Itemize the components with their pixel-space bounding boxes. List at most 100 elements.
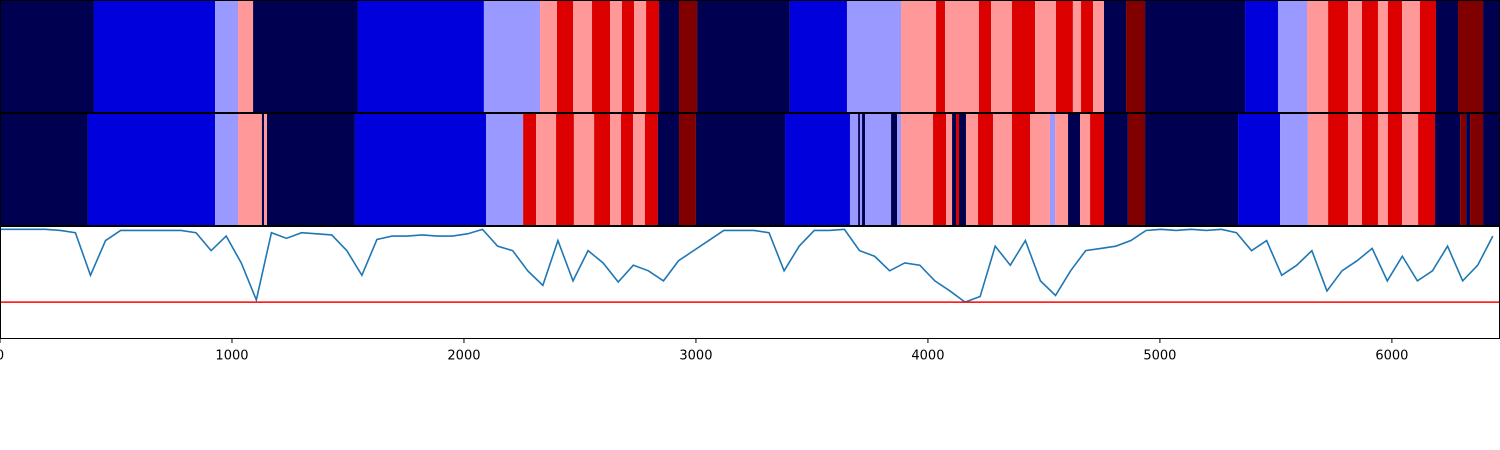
segment [215, 113, 239, 225]
segment [594, 113, 611, 225]
segment [1093, 0, 1105, 112]
segment [978, 113, 994, 225]
segment [991, 0, 1012, 112]
segment [1280, 113, 1308, 225]
segment [695, 113, 786, 225]
x-tick-label: 0 [0, 349, 4, 364]
segment [657, 113, 680, 225]
segment [1483, 0, 1500, 112]
x-tick-label: 4000 [911, 349, 944, 364]
segment [1458, 0, 1484, 112]
segment [785, 113, 850, 225]
segment [540, 0, 557, 112]
segment [253, 0, 358, 112]
segment [865, 113, 892, 225]
segment [946, 113, 953, 225]
segment [1035, 0, 1056, 112]
segment [1306, 0, 1329, 112]
segment [933, 113, 947, 225]
segment [261, 113, 264, 225]
segment [936, 0, 946, 112]
segment [238, 113, 262, 225]
segment [1419, 0, 1436, 112]
segment [1348, 0, 1362, 112]
line-series [0, 228, 1494, 304]
segment [592, 0, 611, 112]
segment [1387, 113, 1403, 225]
segment [523, 113, 537, 225]
segment [572, 0, 593, 112]
segment [945, 0, 979, 112]
segment [610, 113, 622, 225]
segment [952, 113, 957, 225]
segment [1387, 0, 1403, 112]
segment [238, 0, 254, 112]
segment [789, 0, 847, 112]
segment [1127, 113, 1146, 225]
segment [1104, 113, 1128, 225]
segment [978, 0, 992, 112]
segment [0, 0, 94, 112]
x-tick-label: 5000 [1143, 349, 1176, 364]
segment [263, 113, 268, 225]
segment [357, 0, 484, 112]
segment [536, 113, 557, 225]
segment [959, 113, 966, 225]
segment [215, 0, 239, 112]
segment [573, 113, 595, 225]
segment [646, 0, 660, 112]
segment [1435, 113, 1461, 225]
segment [897, 113, 902, 225]
segment [267, 113, 355, 225]
segment [1377, 113, 1388, 225]
segment [1055, 113, 1069, 225]
segment [993, 113, 1012, 225]
segment [644, 113, 658, 225]
segment [1049, 113, 1056, 225]
segment [679, 113, 696, 225]
segment [1090, 113, 1105, 225]
segment [1361, 113, 1378, 225]
segment [87, 113, 216, 225]
segment [1072, 0, 1082, 112]
segment [634, 0, 647, 112]
segment [1435, 0, 1459, 112]
segment [846, 0, 902, 112]
segment [483, 0, 541, 112]
segment [679, 0, 698, 112]
segment [697, 0, 790, 112]
x-tick-label: 6000 [1375, 349, 1408, 364]
segment [556, 113, 574, 225]
segment [859, 113, 863, 225]
segment [1483, 113, 1500, 225]
segment [659, 0, 680, 112]
segment [1377, 0, 1388, 112]
segment [1402, 0, 1420, 112]
segment [486, 113, 524, 225]
segment [1030, 113, 1050, 225]
segment [1055, 0, 1073, 112]
segment [1145, 0, 1246, 112]
segment [956, 113, 960, 225]
segment [1238, 113, 1281, 225]
segment [849, 113, 859, 225]
segment [1466, 113, 1471, 225]
segment [1418, 113, 1436, 225]
segment [633, 113, 645, 225]
segment [1081, 0, 1094, 112]
segment [1011, 0, 1036, 112]
panel-frame [0, 226, 1500, 339]
segment [862, 113, 866, 225]
segment [0, 113, 88, 225]
segment [1245, 0, 1278, 112]
segment [901, 0, 937, 112]
segment [1328, 0, 1349, 112]
segment [1277, 0, 1307, 112]
x-tick-label: 1000 [215, 349, 248, 364]
segment [965, 113, 979, 225]
segment [1011, 113, 1031, 225]
segment [1460, 113, 1467, 225]
segment [354, 113, 487, 225]
